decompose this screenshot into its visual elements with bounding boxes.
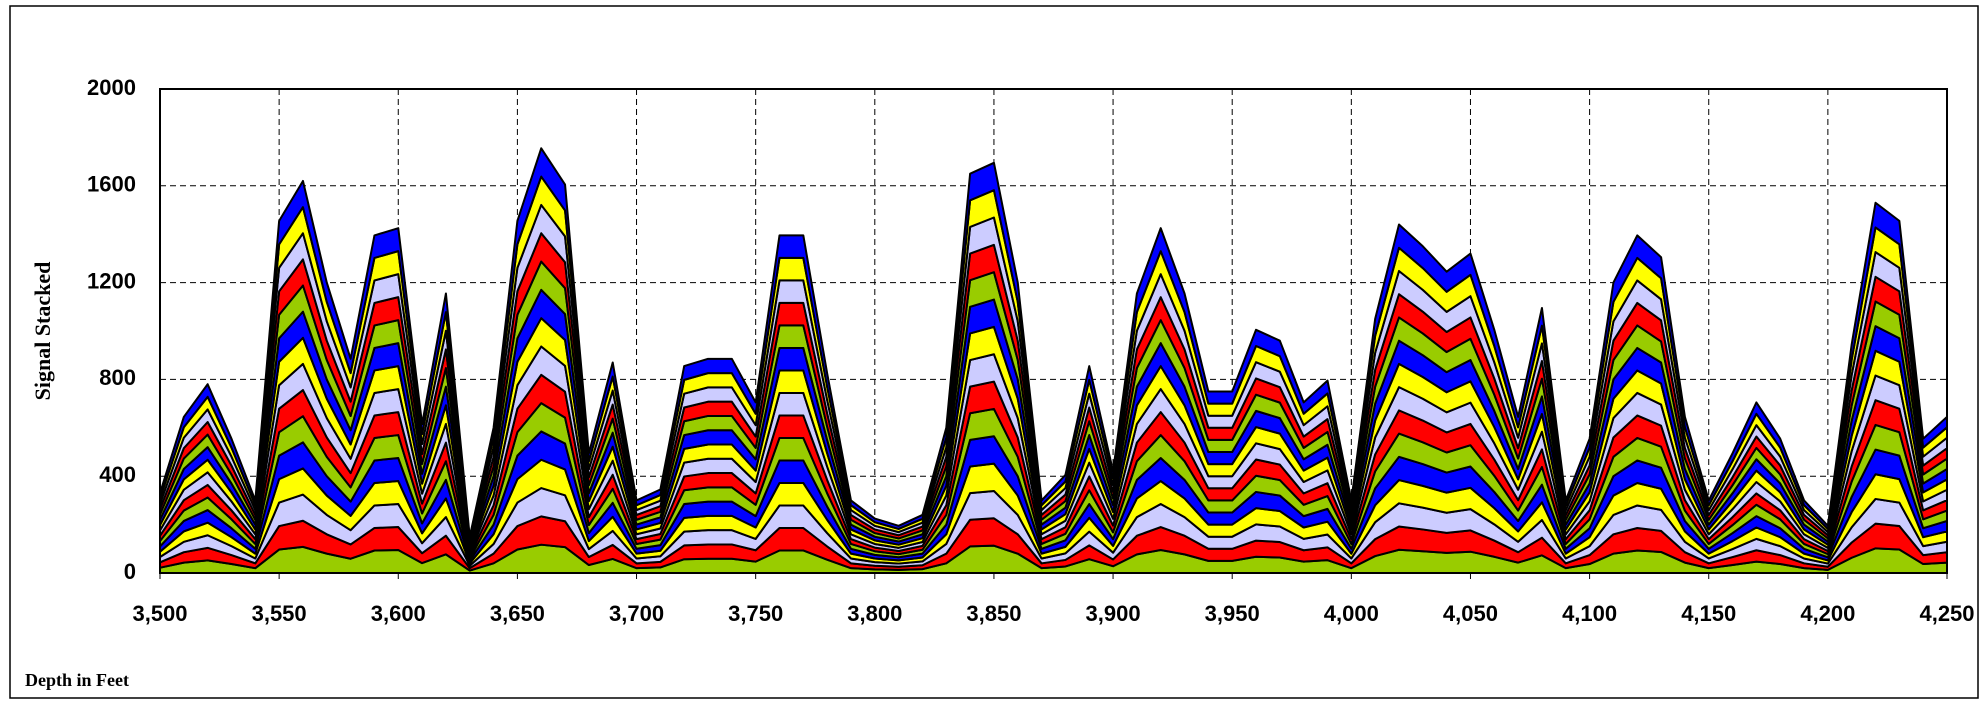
x-tick-label: 3,900 (1086, 601, 1141, 626)
x-tick-label: 3,700 (609, 601, 664, 626)
x-tick-label: 3,750 (728, 601, 783, 626)
x-tick-label: 3,500 (132, 601, 187, 626)
x-tick-label: 3,600 (371, 601, 426, 626)
x-tick-label: 3,850 (966, 601, 1021, 626)
x-tick-label: 3,550 (252, 601, 307, 626)
x-tick-label: 4,150 (1681, 601, 1736, 626)
x-axis-label: Depth in Feet (25, 670, 129, 690)
plot-border (159, 88, 1948, 574)
x-tick-label: 3,800 (847, 601, 902, 626)
y-tick-label: 1200 (87, 268, 136, 293)
x-tick-label: 4,200 (1800, 601, 1855, 626)
x-tick-label: 4,250 (1919, 601, 1974, 626)
y-axis-label: Signal Stacked (30, 262, 55, 401)
x-tick-label: 4,000 (1324, 601, 1379, 626)
y-tick-label: 1600 (87, 172, 136, 197)
y-tick-label: 2000 (87, 75, 136, 100)
x-tick-label: 3,950 (1205, 601, 1260, 626)
x-tick-label: 3,650 (490, 601, 545, 626)
x-tick-label: 4,050 (1443, 601, 1498, 626)
y-tick-label: 0 (124, 559, 136, 584)
x-tick-label: 4,100 (1562, 601, 1617, 626)
y-tick-label: 800 (99, 365, 136, 390)
y-tick-label: 400 (99, 462, 136, 487)
